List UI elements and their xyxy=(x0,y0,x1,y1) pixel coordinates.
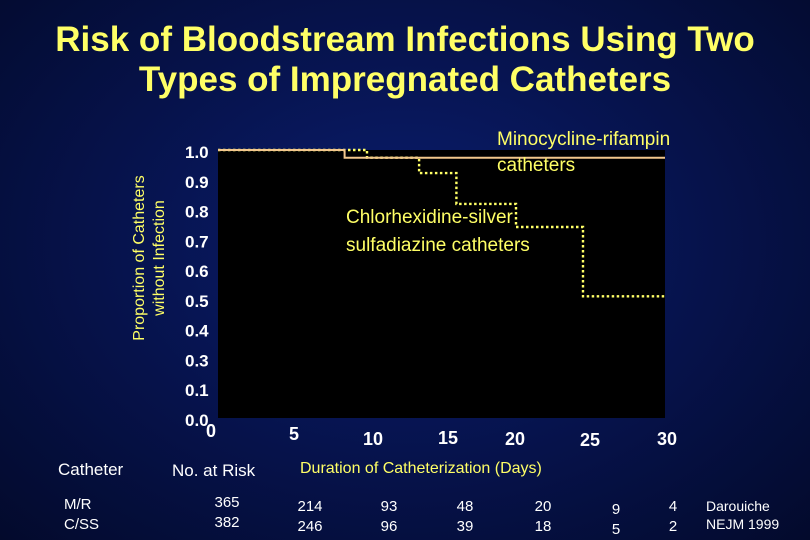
citation-journal: NEJM 1999 xyxy=(706,516,780,532)
citation: Darouiche NEJM 1999 xyxy=(706,497,779,533)
annotation-chlorhexidine-line: Chlorhexidine-silver xyxy=(346,207,514,228)
y-tick-label: 0.7 xyxy=(185,232,209,251)
risk-row-label-mr: M/R xyxy=(64,496,92,513)
risk-cell: 39 xyxy=(456,518,474,535)
risk-table-number-header: No. at Risk xyxy=(172,461,256,480)
x-tick-label: 25 xyxy=(580,430,600,450)
risk-cell: 4 xyxy=(668,498,678,515)
annotation-minocycline-line: Minocycline-rifampin xyxy=(497,129,670,150)
risk-cell: 96 xyxy=(380,518,398,535)
y-tick-label: 0.6 xyxy=(185,262,209,281)
annotation-chlorhexidine: Chlorhexidine-silver sulfadiazine cathete… xyxy=(346,207,530,256)
annotation-minocycline-line: catheters xyxy=(497,155,575,176)
risk-table-column-2: 93 96 xyxy=(369,497,409,537)
x-tick-label: 0 xyxy=(206,421,216,441)
risk-cell: 20 xyxy=(534,498,552,515)
y-tick-label: 0.4 xyxy=(185,322,209,341)
risk-table-catheter-header: Catheter xyxy=(58,460,124,479)
y-tick-label: 0.8 xyxy=(185,203,209,222)
risk-cell: 214 xyxy=(297,498,323,515)
risk-cell: 18 xyxy=(534,518,552,535)
risk-cell: 365 xyxy=(214,494,240,511)
citation-author: Darouiche xyxy=(706,498,770,514)
series-line-chlorhexidine xyxy=(218,148,665,298)
x-tick-label: 5 xyxy=(289,424,299,444)
risk-table-column-5: 9 5 xyxy=(596,500,636,540)
risk-cell: 5 xyxy=(611,521,621,538)
risk-cell: 93 xyxy=(380,498,398,515)
chart-title-line2: Types of Impregnated Catheters xyxy=(138,60,672,99)
risk-table-column-6: 4 2 xyxy=(653,497,693,537)
risk-cell: 48 xyxy=(456,498,474,515)
chart-title-line1: Risk of Bloodstream Infections Using Two xyxy=(55,20,755,59)
risk-cell: 246 xyxy=(297,518,323,535)
y-tick-label: 0.1 xyxy=(185,381,209,400)
y-tick-label: 1.0 xyxy=(185,143,209,162)
plot-area xyxy=(218,150,665,418)
chart-title: Risk of Bloodstream Infections Using Two… xyxy=(0,20,810,100)
annotation-minocycline: Minocycline-rifampin catheters xyxy=(497,129,670,176)
x-tick-label: 30 xyxy=(657,429,677,449)
risk-table-column-4: 20 18 xyxy=(523,497,563,537)
risk-table-column-3: 48 39 xyxy=(445,497,485,537)
x-tick-label: 10 xyxy=(363,429,383,449)
y-tick-label: 0.9 xyxy=(185,173,209,192)
y-tick-label: 0.3 xyxy=(185,351,209,370)
risk-table-column-1: 214 246 xyxy=(290,497,330,537)
x-axis-label: Duration of Catheterization (Days) xyxy=(300,460,542,477)
risk-cell: 382 xyxy=(214,514,240,531)
y-tick-label: 0.0 xyxy=(185,411,209,430)
risk-table-row-labels: M/R C/SS xyxy=(64,495,99,535)
risk-row-label-css: C/SS xyxy=(64,516,100,533)
series-line-minocycline xyxy=(218,149,665,159)
annotation-chlorhexidine-line: sulfadiazine catheters xyxy=(346,235,530,256)
y-tick-label: 0.5 xyxy=(185,292,209,311)
x-tick-label: 20 xyxy=(505,429,525,449)
risk-table-column-0: 365 382 xyxy=(207,493,247,533)
risk-cell: 2 xyxy=(668,518,678,535)
x-tick-label: 15 xyxy=(438,428,458,448)
risk-cell: 9 xyxy=(611,501,621,518)
